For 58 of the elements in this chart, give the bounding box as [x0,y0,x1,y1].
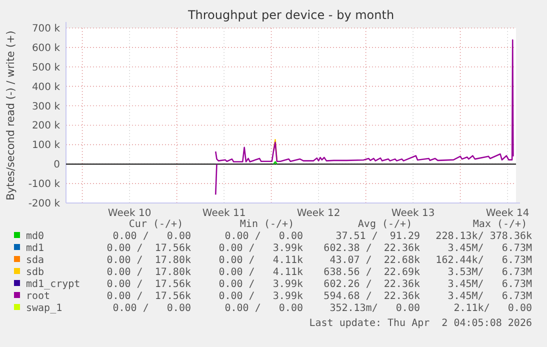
x-tick-label: Week 14 [486,208,530,219]
chart-title: Throughput per device - by month [186,8,394,22]
x-tick-label: Week 11 [202,208,246,219]
legend-label: sdb [26,267,44,278]
text: Cur (-/+) [128,219,184,230]
legend-label: md1 [26,243,44,254]
text: 0.00 / 17.80k [106,255,191,266]
text: 0.00 / 0.00 [112,231,191,242]
y-tick-label: 200 k [32,120,60,132]
legend-label: md1_crypt [26,279,80,290]
y-tick-label: 600 k [32,42,60,54]
y-tick-label: 100 k [32,140,60,152]
text: Min (-/+) [240,219,294,230]
text: 638.56 / 22.69k [324,267,420,278]
text: 162.44k/ 6.73M [436,255,532,266]
text: 3.45M/ 6.73M [448,243,532,254]
text: 3.45M/ 6.73M [448,279,532,290]
text: 0.00 / 0.00 [224,303,303,314]
y-tick-label: 500 k [32,62,60,74]
y-tick-label: 400 k [32,82,60,93]
y-tick-label: -100 k [28,179,60,190]
legend-label: swap_1 [26,303,62,314]
text: 352.13m/ 0.00 [330,303,420,314]
text: Avg (-/+) [358,219,412,230]
text: Max (-/+) [472,219,528,230]
text: 0.00 / 3.99k [218,279,303,290]
text: 37.51 / 91.29 [336,231,420,242]
text: 594.68 / 22.36k [324,291,420,302]
text: 2.11k/ 0.00 [454,303,532,314]
text: 0.00 / 3.99k [218,291,303,302]
y-axis-title: Bytes/second read (-) / write (+) [5,30,17,200]
text: 0.00 / 4.11k [218,255,303,266]
text: 0.00 / 0.00 [112,303,191,314]
text: 43.07 / 22.68k [330,255,420,266]
text: 0.00 / 17.56k [106,291,191,302]
text: 3.45M/ 6.73M [448,291,532,302]
text: 0.00 / 17.56k [106,243,191,254]
text: 0.00 / 17.56k [106,279,191,290]
text: 602.26 / 22.36k [324,279,420,290]
legend-label: root [26,291,50,302]
y-tick-label: 700 k [32,24,60,34]
text: Last update: Thu Apr 2 04:05:08 2026 [309,318,532,329]
legend-label: md0 [26,231,44,242]
text: 0.00 / 0.00 [224,231,303,242]
text: 0.00 / 3.99k [218,243,303,254]
x-tick-label: Week 12 [296,208,340,219]
y-tick-label: -200 k [28,198,60,210]
text: 0.00 / 17.80k [106,267,191,278]
y-tick-label: 0 [54,160,60,171]
text: 602.38 / 22.36k [324,243,420,254]
legend-label: sda [26,255,44,266]
y-tick-label: 300 k [32,101,60,112]
text: 3.53M/ 6.73M [448,267,532,278]
text: 0.00 / 4.11k [218,267,303,278]
x-tick-label: Week 13 [391,208,435,219]
text: 228.13k/ 378.36k [436,231,532,242]
line-series [214,39,514,162]
x-tick-label: Week 10 [108,208,152,219]
